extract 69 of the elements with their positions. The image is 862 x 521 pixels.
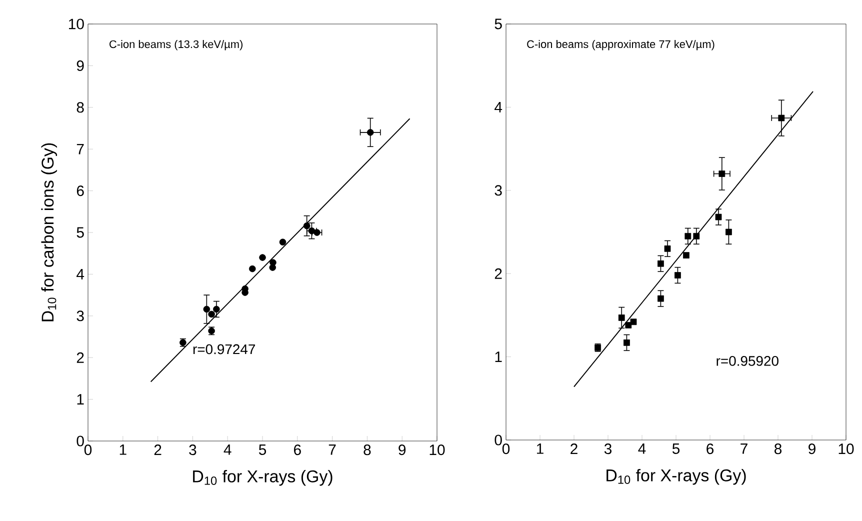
point xyxy=(213,306,220,313)
point xyxy=(618,314,625,321)
x-tick-label: 9 xyxy=(398,444,406,456)
y-tick-label: 8 xyxy=(76,102,84,113)
point xyxy=(664,245,671,252)
x-axis-title: D$_{10}$ for X-rays (Gy) xyxy=(606,468,746,485)
y-tick-label: 0 xyxy=(76,436,84,446)
point xyxy=(303,222,310,230)
point xyxy=(726,228,732,236)
annotation: r=0.97247 xyxy=(193,344,256,354)
x-tick-label: 0 xyxy=(502,444,510,454)
x-tick-label: 4 xyxy=(224,444,232,455)
x-tick-label: 5 xyxy=(672,444,680,454)
x-tick-label: 6 xyxy=(706,444,714,454)
x-tick-label: 8 xyxy=(774,444,782,454)
x-tick-label: 3 xyxy=(604,444,612,454)
x-tick-label: 4 xyxy=(638,444,646,454)
x-tick-label: 1 xyxy=(536,444,544,454)
y-tick-label: 2 xyxy=(494,268,502,279)
point xyxy=(683,252,690,258)
annotation: C-ion beams (13.3 keV/µm) xyxy=(110,40,242,50)
y-tick-label: 3 xyxy=(494,185,502,196)
y-tick-label: 10 xyxy=(69,18,84,30)
x-tick-label: 2 xyxy=(570,444,578,454)
point xyxy=(630,318,637,326)
y-tick-label: 1 xyxy=(495,352,502,362)
point xyxy=(718,170,726,177)
y-tick-label: 9 xyxy=(76,60,84,71)
y-tick-label: 5 xyxy=(76,227,84,238)
x-tick-label: 7 xyxy=(328,444,336,455)
x-tick-label: 3 xyxy=(189,444,196,456)
y-tick-label: 4 xyxy=(494,102,502,112)
annotation: C-ion beams (approximate 77 keV/µm) xyxy=(527,40,714,50)
x-tick-label: 10 xyxy=(430,444,445,456)
x-tick-label: 5 xyxy=(258,444,266,455)
point xyxy=(279,238,286,246)
point xyxy=(270,259,276,266)
y-axis-title: D$_{10}$ for carbon ions (Gy) xyxy=(41,143,58,322)
point xyxy=(715,214,722,220)
y-tick-label: 6 xyxy=(76,186,84,196)
point xyxy=(778,114,785,122)
y-tick-label: 5 xyxy=(494,18,502,30)
x-tick-label: 9 xyxy=(808,444,816,454)
point xyxy=(366,129,374,136)
x-tick-label: 10 xyxy=(838,444,854,454)
y-tick-label: 1 xyxy=(77,394,84,404)
x-tick-label: 2 xyxy=(154,444,162,455)
y-tick-label: 3 xyxy=(76,310,84,322)
y-tick-label: 2 xyxy=(76,352,84,363)
point xyxy=(259,254,266,261)
x-tick-label: 0 xyxy=(84,444,92,456)
x-tick-label: 7 xyxy=(740,444,748,454)
y-tick-label: 7 xyxy=(76,144,84,154)
y-tick-label: 4 xyxy=(76,269,84,280)
point xyxy=(658,295,664,302)
y-tick-label: 0 xyxy=(494,434,502,446)
point xyxy=(658,260,664,267)
point xyxy=(674,272,681,278)
point xyxy=(624,339,630,346)
x-tick-label: 8 xyxy=(364,444,371,456)
x-tick-label: 6 xyxy=(294,444,301,456)
x-axis-title: D$_{10}$ for X-rays (Gy) xyxy=(193,470,332,486)
x-tick-label: 1 xyxy=(120,444,126,455)
point xyxy=(684,232,692,240)
annotation: r=0.95920 xyxy=(716,356,778,366)
point xyxy=(693,232,700,240)
point xyxy=(208,310,215,318)
point xyxy=(203,306,210,313)
point xyxy=(248,265,256,272)
